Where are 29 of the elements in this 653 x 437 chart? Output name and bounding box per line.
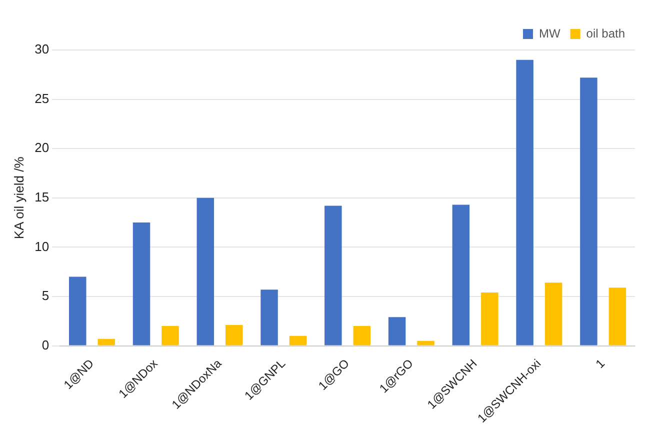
y-tick-label: 5 [42,288,50,304]
y-tick-label: 30 [34,42,50,57]
legend-label: oil bath [586,26,626,40]
bar [98,338,115,346]
bar [544,282,562,346]
y-axis-title: KA oil yield /% [11,156,26,240]
y-tick-label: 0 [42,337,50,352]
bar [516,60,534,346]
bar [580,78,598,346]
bar [388,317,406,346]
bar [69,276,86,346]
x-tick-label: 1 [592,356,608,372]
bar [226,325,243,346]
bar [353,326,371,346]
y-tick-label: 15 [34,189,50,204]
bar [481,292,498,346]
bar [289,336,307,346]
bar [608,288,626,346]
bar [162,326,179,346]
bar [260,290,278,346]
y-tick-label: 20 [34,140,50,156]
bar [417,340,434,346]
y-tick-label: 25 [34,90,50,106]
bar [452,204,470,346]
bar [132,222,150,346]
bar [324,206,342,346]
bar [196,198,214,346]
legend-label: MW [538,26,561,40]
y-tick-label: 10 [34,238,50,254]
